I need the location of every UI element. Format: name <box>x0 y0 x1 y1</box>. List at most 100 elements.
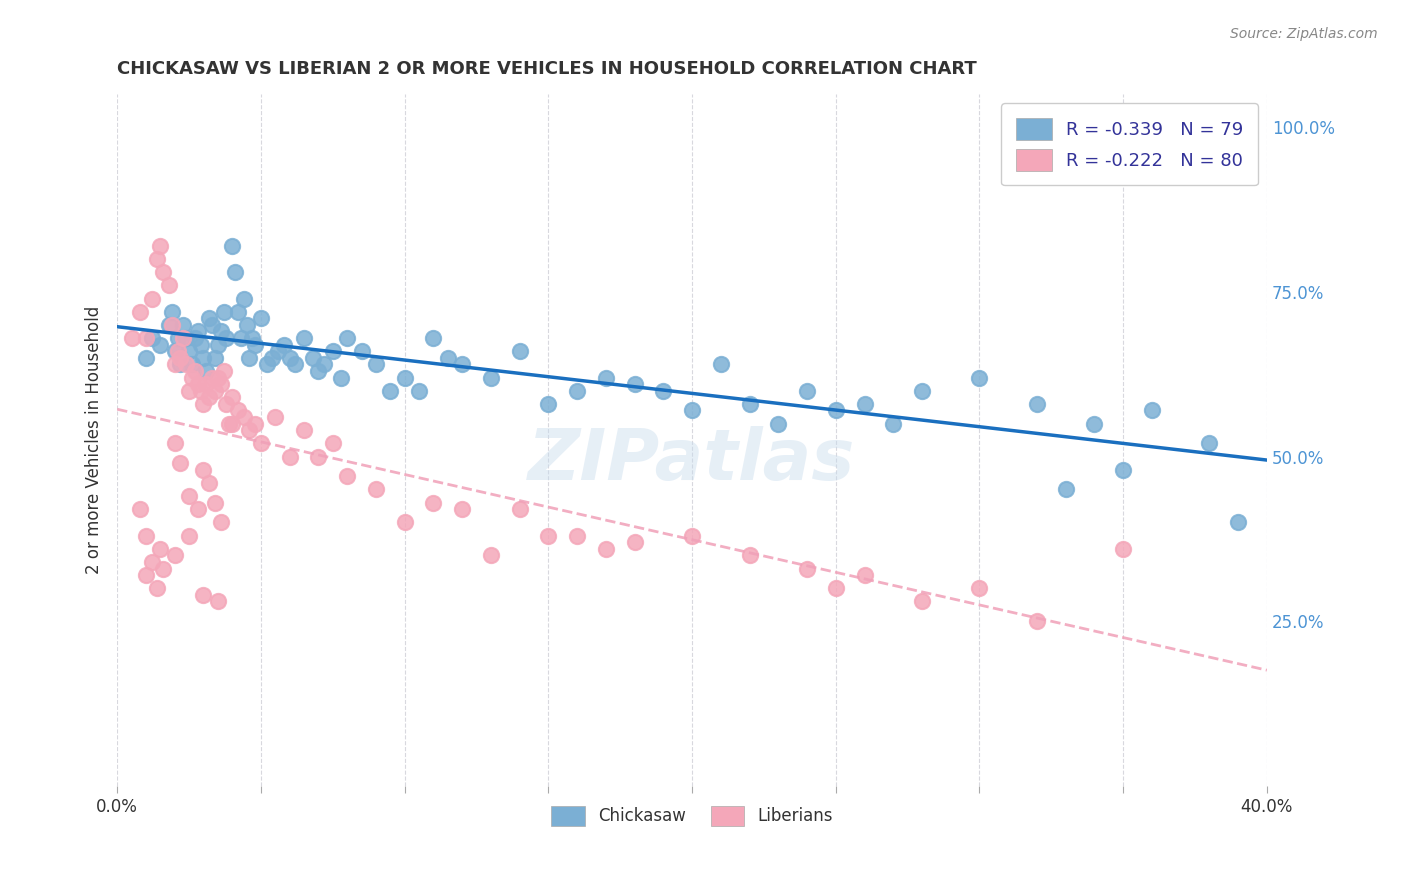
Legend: Chickasaw, Liberians: Chickasaw, Liberians <box>544 799 839 833</box>
Point <box>207 370 229 384</box>
Point <box>129 304 152 318</box>
Point <box>394 370 416 384</box>
Point <box>193 397 215 411</box>
Point <box>201 370 224 384</box>
Point <box>221 417 243 431</box>
Point <box>169 358 191 372</box>
Point <box>172 318 194 332</box>
Point <box>451 358 474 372</box>
Point <box>565 528 588 542</box>
Point <box>243 337 266 351</box>
Point <box>152 561 174 575</box>
Point <box>187 502 209 516</box>
Point <box>969 581 991 595</box>
Point <box>169 351 191 365</box>
Point <box>221 390 243 404</box>
Point <box>336 331 359 345</box>
Point <box>174 331 197 345</box>
Point <box>238 423 260 437</box>
Point <box>479 370 502 384</box>
Point <box>479 549 502 563</box>
Point <box>796 384 818 398</box>
Point <box>157 278 180 293</box>
Point <box>250 436 273 450</box>
Point <box>160 304 183 318</box>
Point <box>163 436 186 450</box>
Point <box>166 331 188 345</box>
Point <box>322 344 344 359</box>
Point <box>350 344 373 359</box>
Point <box>537 397 560 411</box>
Point <box>149 541 172 556</box>
Point <box>174 358 197 372</box>
Point <box>163 549 186 563</box>
Point <box>292 331 315 345</box>
Point <box>364 483 387 497</box>
Point <box>224 265 246 279</box>
Point <box>882 417 904 431</box>
Point <box>177 344 200 359</box>
Point <box>284 358 307 372</box>
Point <box>212 304 235 318</box>
Point <box>187 377 209 392</box>
Point <box>149 239 172 253</box>
Point <box>623 377 645 392</box>
Point <box>264 410 287 425</box>
Point <box>307 364 329 378</box>
Point <box>198 390 221 404</box>
Point <box>853 397 876 411</box>
Point <box>195 364 218 378</box>
Point <box>184 364 207 378</box>
Point <box>267 344 290 359</box>
Point <box>824 581 846 595</box>
Point <box>177 384 200 398</box>
Point <box>652 384 675 398</box>
Point <box>177 528 200 542</box>
Point <box>195 377 218 392</box>
Point <box>149 337 172 351</box>
Point <box>1112 541 1135 556</box>
Point <box>278 450 301 464</box>
Point <box>198 475 221 490</box>
Point <box>187 325 209 339</box>
Point <box>198 311 221 326</box>
Text: CHICKASAW VS LIBERIAN 2 OR MORE VEHICLES IN HOUSEHOLD CORRELATION CHART: CHICKASAW VS LIBERIAN 2 OR MORE VEHICLES… <box>117 60 977 78</box>
Point <box>172 331 194 345</box>
Point <box>278 351 301 365</box>
Point <box>232 410 254 425</box>
Point <box>307 450 329 464</box>
Point <box>221 239 243 253</box>
Point <box>204 351 226 365</box>
Point <box>1140 403 1163 417</box>
Point <box>135 351 157 365</box>
Point <box>394 516 416 530</box>
Text: Source: ZipAtlas.com: Source: ZipAtlas.com <box>1230 27 1378 41</box>
Text: ZIPatlas: ZIPatlas <box>529 426 856 495</box>
Point <box>229 331 252 345</box>
Point <box>207 337 229 351</box>
Point <box>256 358 278 372</box>
Point <box>681 528 703 542</box>
Point <box>215 397 238 411</box>
Point <box>911 594 934 608</box>
Point <box>141 555 163 569</box>
Point <box>422 496 444 510</box>
Point <box>166 344 188 359</box>
Point <box>209 516 232 530</box>
Point <box>681 403 703 417</box>
Point <box>215 331 238 345</box>
Point <box>1083 417 1105 431</box>
Point <box>190 337 212 351</box>
Point <box>710 358 733 372</box>
Point <box>201 318 224 332</box>
Point <box>212 364 235 378</box>
Point <box>273 337 295 351</box>
Point <box>796 561 818 575</box>
Point <box>1026 397 1049 411</box>
Point <box>738 549 761 563</box>
Point <box>226 403 249 417</box>
Point <box>184 331 207 345</box>
Point <box>218 417 240 431</box>
Point <box>314 358 336 372</box>
Point <box>853 568 876 582</box>
